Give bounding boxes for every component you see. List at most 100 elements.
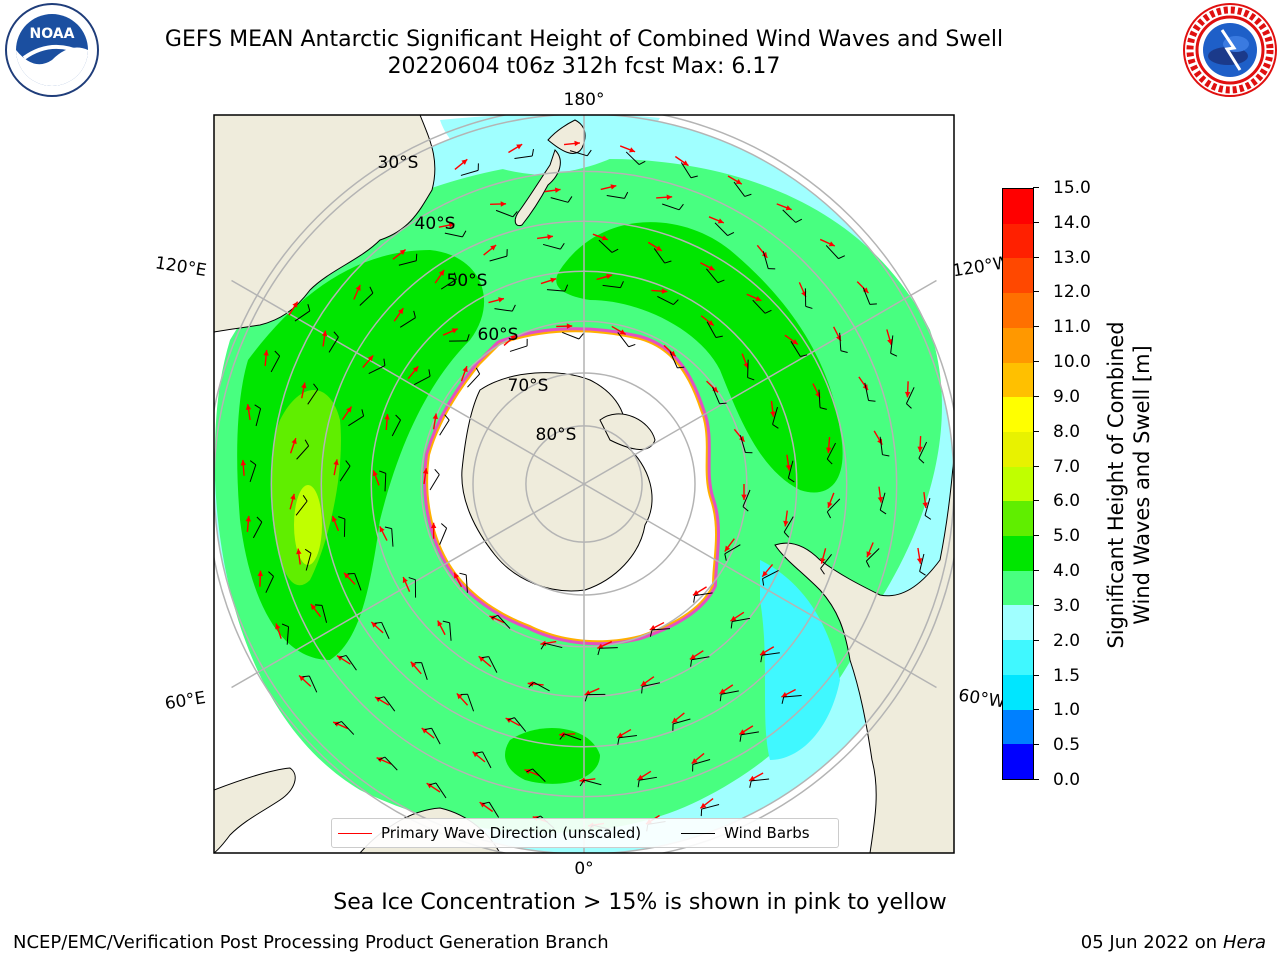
latitude-label: 30°S	[378, 153, 419, 173]
wave-arrowhead	[498, 297, 504, 303]
wave-max-6m	[294, 485, 322, 565]
wind-barb-staff	[625, 151, 640, 165]
colorbar-segment	[1003, 293, 1033, 328]
wave-arrowhead	[432, 413, 439, 420]
latitude-label: 80°S	[536, 425, 577, 445]
wind-barb-staff	[706, 321, 717, 338]
wind-barb-staff	[701, 804, 720, 810]
wind-barb-staff	[383, 696, 396, 712]
colorbar-tick: 13.0	[1033, 249, 1091, 267]
wind-barb-flag	[781, 696, 785, 704]
chart-title: GEFS MEAN Antarctic Significant Height o…	[164, 27, 1004, 52]
wave-arrowhead	[554, 187, 561, 193]
new-zealand-south	[514, 149, 561, 227]
wave-arrowhead	[637, 774, 644, 780]
colorbar-label: Significant Height of Combined Wind Wave…	[1103, 275, 1155, 695]
wave-arrowhead	[461, 159, 468, 165]
antarctic-peninsula	[599, 413, 656, 450]
colorbar-segment	[1003, 327, 1033, 363]
wave-arrowhead	[597, 643, 604, 649]
wave-arrowhead	[398, 308, 404, 315]
wind-barb-staff	[657, 295, 674, 306]
wind-barb-flag	[567, 196, 573, 203]
wave-arrowhead	[922, 502, 928, 509]
wind-barb-staff	[467, 373, 481, 388]
wave-arrowhead	[904, 391, 911, 398]
wind-barb-staff	[782, 209, 796, 223]
wind-barb-flag	[924, 515, 932, 520]
meridian-line	[583, 279, 937, 485]
wind-barb-flag	[649, 629, 653, 637]
lon-label-120e: 120°E	[154, 253, 208, 281]
wave-arrowhead	[916, 558, 923, 564]
latitude-label: 60°S	[478, 325, 519, 345]
wave-arrowhead	[240, 459, 246, 466]
wind-barb-flag	[637, 780, 640, 788]
wind-barb-staff	[467, 694, 475, 712]
wind-barb-staff	[488, 801, 500, 818]
colorbar-label-line1: Significant Height of Combined	[1104, 321, 1128, 649]
wave-arrowhead	[437, 620, 443, 627]
wind-barb-staff	[440, 278, 457, 290]
colorbar-segment	[1003, 674, 1033, 710]
wind-barb-flag	[428, 369, 431, 377]
wind-barb-flag	[800, 354, 808, 357]
wind-barb-flag	[918, 457, 925, 464]
wind-barb-staff	[296, 445, 310, 460]
legend-label-wave-direction: Primary Wave Direction (unscaled)	[381, 824, 642, 842]
wave-arrowhead	[691, 758, 698, 764]
wind-barb-staff	[642, 682, 661, 687]
wind-barb-flag	[819, 407, 827, 410]
wind-barb-staff	[662, 203, 680, 211]
wind-barb-staff	[482, 751, 492, 769]
wind-barb-flag	[742, 506, 749, 512]
credit-text: NCEP/EMC/Verification Post Processing Pr…	[13, 932, 609, 953]
wave-arrowhead	[379, 526, 385, 533]
wind-barb-staff	[879, 436, 883, 455]
wind-barb-flag	[719, 694, 722, 702]
wind-barb-flag	[560, 242, 565, 250]
madagascar-region	[214, 767, 296, 853]
wind-barb-staff	[460, 169, 479, 176]
wind-barb-flag	[526, 768, 533, 773]
chart-subtitle: 20220604 t06z 312h fcst Max: 6.17	[387, 54, 781, 79]
graticule	[214, 115, 954, 853]
wind-barb-staff	[305, 553, 312, 571]
wave-arrowhead	[500, 201, 507, 207]
wave-arrowhead	[550, 277, 557, 283]
colorbar-segment	[1003, 258, 1033, 294]
wind-barb-staff	[583, 779, 602, 786]
wind-barb-staff	[672, 718, 691, 725]
wave-arrowhead	[770, 411, 776, 417]
wave-arrowhead	[559, 731, 565, 738]
wind-barb-staff	[384, 756, 398, 771]
wind-barb-staff	[905, 387, 915, 404]
wind-barb-flag	[772, 423, 779, 429]
wind-barb-flag	[424, 727, 432, 731]
wind-barb-flag	[820, 568, 825, 575]
wind-barb-staff	[618, 735, 637, 739]
wind-barb-staff	[328, 336, 339, 353]
wind-barb-staff	[429, 474, 440, 491]
colorbar-tick: 9.0	[1033, 388, 1080, 406]
wind-barb-flag	[690, 659, 693, 667]
wind-barb-flag	[747, 377, 755, 381]
wave-arrowhead	[762, 570, 768, 577]
wind-barb-flag	[628, 343, 636, 348]
wind-barb-staff	[421, 662, 428, 680]
colorbar-tick: 6.0	[1033, 492, 1080, 510]
wind-barb-staff	[864, 382, 869, 401]
wind-barb-flag	[744, 193, 752, 197]
wind-barb-flag	[540, 643, 546, 650]
wave-arrowhead	[245, 515, 252, 522]
wind-barb-flag	[673, 299, 679, 305]
wind-barb-flag	[528, 681, 535, 688]
colorbar-tick: 0.0	[1033, 771, 1080, 789]
wind-barb-flag	[302, 495, 308, 502]
map-frame	[213, 114, 955, 854]
wind-barb-flag	[491, 614, 499, 619]
wind-barb-flag	[762, 578, 765, 586]
wave-arrowhead	[826, 447, 832, 454]
wind-barb-staff	[308, 675, 318, 693]
wave-arrowhead	[292, 301, 298, 308]
